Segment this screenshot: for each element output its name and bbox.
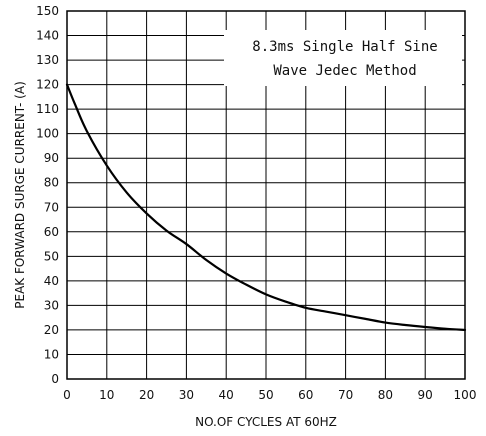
x-tick-label: 0 <box>63 388 71 402</box>
y-tick-label: 150 <box>36 4 59 18</box>
y-tick-label: 90 <box>44 151 59 165</box>
y-tick-label: 120 <box>36 78 59 92</box>
y-tick-label: 10 <box>44 347 59 361</box>
y-tick-label: 110 <box>36 102 59 116</box>
annotation-box: 8.3ms Single Half Sine Wave Jedec Method <box>224 30 462 86</box>
y-tick-label: 70 <box>44 200 59 214</box>
x-axis-ticks: 0 10 20 30 40 50 60 70 80 90 100 <box>63 388 476 402</box>
x-tick-label: 60 <box>298 388 313 402</box>
y-tick-label: 30 <box>44 298 59 312</box>
x-tick-label: 80 <box>378 388 393 402</box>
y-tick-label: 60 <box>44 225 59 239</box>
y-axis-ticks: 0 10 20 30 40 50 60 70 80 90 100 110 120 130 140 150 <box>36 4 59 386</box>
y-axis-title: PEAK FORWARD SURGE CURRENT- (A) <box>13 81 27 309</box>
x-tick-label: 70 <box>338 388 353 402</box>
annotation-background <box>224 30 462 86</box>
x-tick-label: 20 <box>139 388 154 402</box>
x-axis-title: NO.OF CYCLES AT 60HZ <box>195 415 337 429</box>
y-tick-label: 0 <box>51 372 59 386</box>
annotation-line-2: Wave Jedec Method <box>273 63 416 79</box>
x-tick-label: 10 <box>99 388 114 402</box>
series-line <box>65 83 467 332</box>
y-tick-label: 140 <box>36 29 59 43</box>
x-tick-label: 100 <box>454 388 477 402</box>
x-tick-label: 50 <box>258 388 273 402</box>
annotation-line-1: 8.3ms Single Half Sine <box>252 39 437 55</box>
x-tick-label: 40 <box>219 388 234 402</box>
x-tick-label: 90 <box>418 388 433 402</box>
x-tick-label: 30 <box>179 388 194 402</box>
y-tick-label: 100 <box>36 127 59 141</box>
y-tick-label: 20 <box>44 323 59 337</box>
plot-frame <box>66 10 466 380</box>
y-tick-label: 130 <box>36 53 59 67</box>
y-tick-label: 40 <box>44 274 59 288</box>
y-tick-label: 80 <box>44 176 59 190</box>
y-tick-label: 50 <box>44 249 59 263</box>
